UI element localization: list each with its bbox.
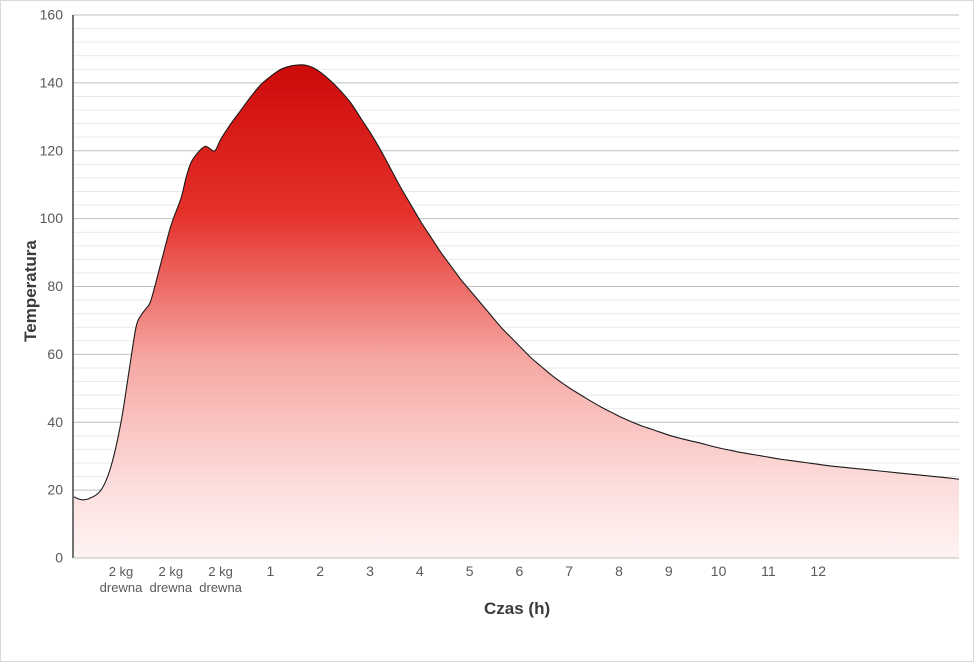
svg-text:60: 60 [47, 346, 63, 362]
svg-text:2 kg: 2 kg [208, 564, 233, 579]
svg-text:4: 4 [416, 563, 424, 579]
svg-text:9: 9 [665, 563, 673, 579]
svg-text:140: 140 [40, 74, 64, 90]
svg-text:5: 5 [466, 563, 474, 579]
svg-text:2: 2 [316, 563, 324, 579]
svg-text:drewna: drewna [199, 580, 242, 595]
svg-text:1: 1 [267, 563, 275, 579]
svg-text:10: 10 [711, 563, 727, 579]
svg-text:3: 3 [366, 563, 374, 579]
svg-text:160: 160 [40, 7, 64, 23]
svg-text:100: 100 [40, 210, 64, 226]
svg-text:drewna: drewna [149, 580, 192, 595]
svg-text:8: 8 [615, 563, 623, 579]
svg-text:12: 12 [810, 563, 826, 579]
svg-text:2 kg: 2 kg [109, 564, 134, 579]
svg-text:80: 80 [47, 278, 63, 294]
svg-text:6: 6 [516, 563, 524, 579]
svg-text:11: 11 [761, 563, 776, 579]
svg-text:2 kg: 2 kg [159, 564, 184, 579]
svg-text:drewna: drewna [100, 580, 143, 595]
svg-text:20: 20 [47, 482, 63, 498]
svg-text:0: 0 [55, 550, 63, 566]
svg-text:40: 40 [47, 414, 63, 430]
svg-text:7: 7 [565, 563, 573, 579]
svg-text:120: 120 [40, 142, 64, 158]
